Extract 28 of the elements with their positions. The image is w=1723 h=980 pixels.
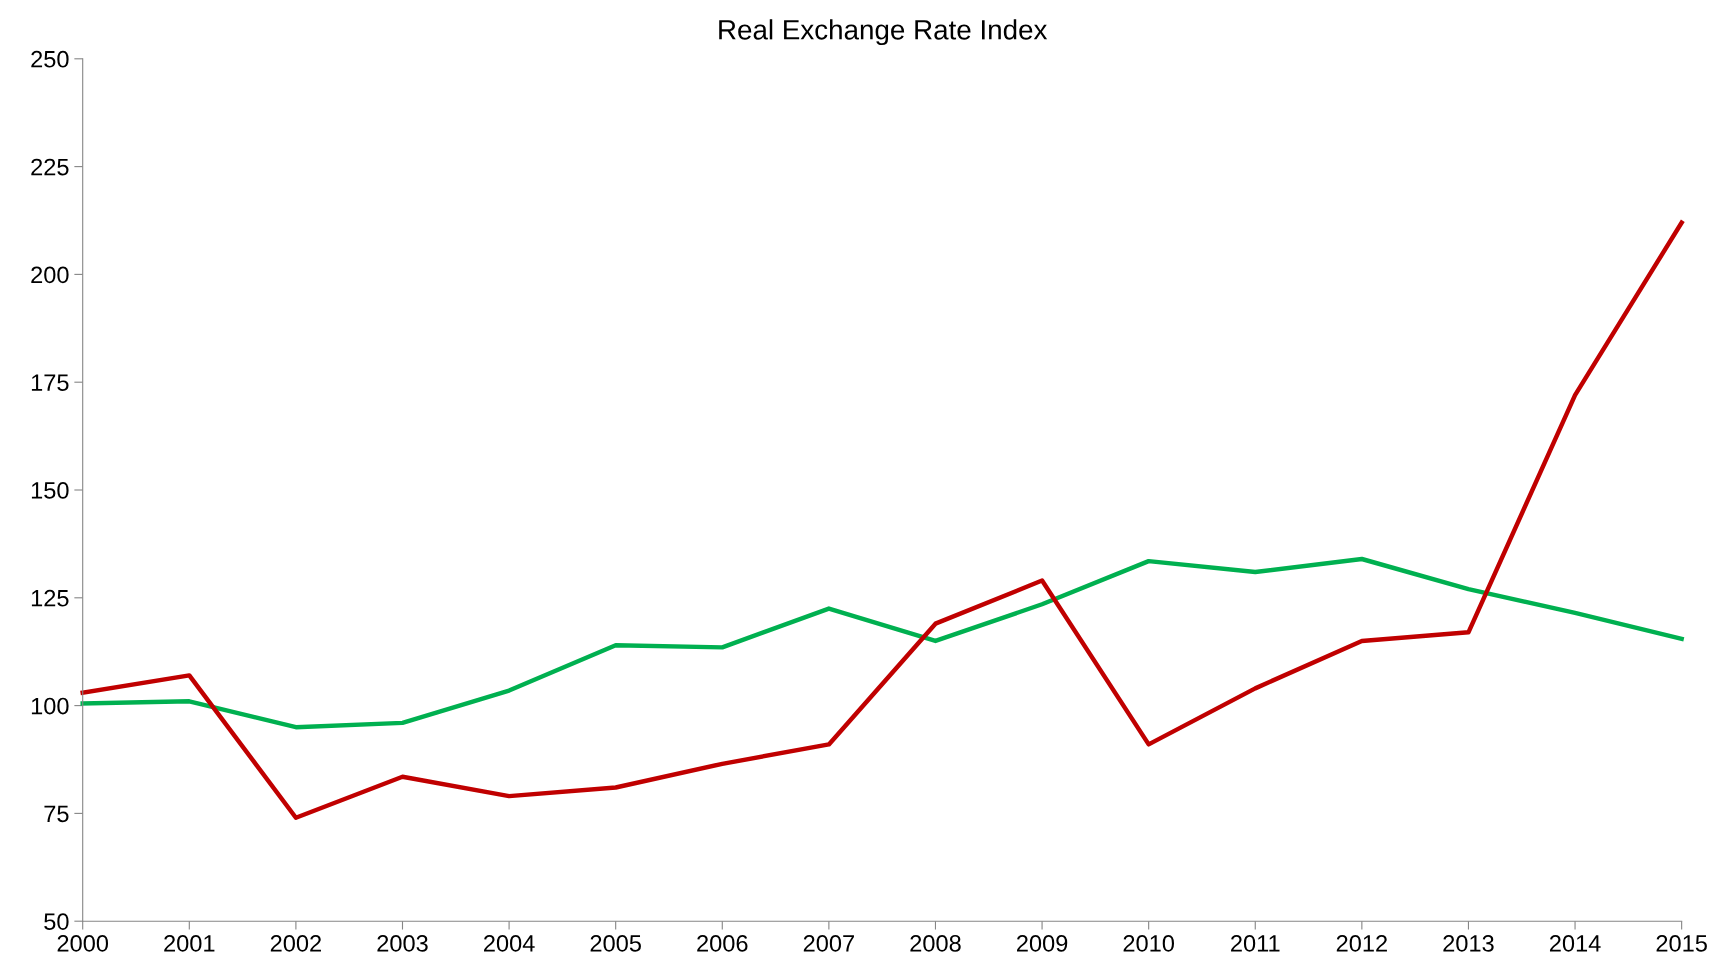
y-tick-label: 75 — [44, 805, 69, 823]
x-tick-label: 2013 — [1443, 935, 1494, 952]
y-tick-label: 100 — [31, 697, 69, 715]
line-series — [80, 556, 1684, 730]
y-tick-label: 200 — [31, 266, 69, 284]
x-tick-label: 2014 — [1549, 935, 1601, 952]
y-tick-label: 225 — [31, 158, 69, 176]
x-tick-label: 2003 — [377, 935, 428, 952]
line-series — [80, 220, 1684, 820]
y-tick-label: 150 — [31, 482, 69, 499]
x-tick-label: 2007 — [803, 935, 854, 952]
chart-title: Real Exchange Rate Index — [719, 19, 1048, 46]
x-tick-label: 2010 — [1123, 935, 1175, 952]
y-tick-label: 250 — [31, 50, 69, 68]
y-tick-label: 125 — [31, 589, 69, 607]
x-tick-label: 2004 — [484, 935, 535, 952]
y-tick-label: 175 — [31, 374, 69, 391]
x-tick-label: 2012 — [1336, 935, 1387, 952]
x-tick-label: 2001 — [164, 935, 215, 952]
x-tick-label: 2006 — [697, 935, 748, 952]
x-tick-label: 2008 — [910, 935, 961, 952]
x-tick-label: 2009 — [1017, 935, 1068, 952]
x-tick-label: 2002 — [270, 935, 321, 952]
y-tick-label: 50 — [44, 913, 69, 930]
x-tick-label: 2000 — [57, 935, 109, 952]
x-tick-label: 2011 — [1231, 935, 1280, 952]
x-tick-label: 2015 — [1656, 935, 1707, 952]
x-tick-label: 2005 — [590, 935, 641, 952]
